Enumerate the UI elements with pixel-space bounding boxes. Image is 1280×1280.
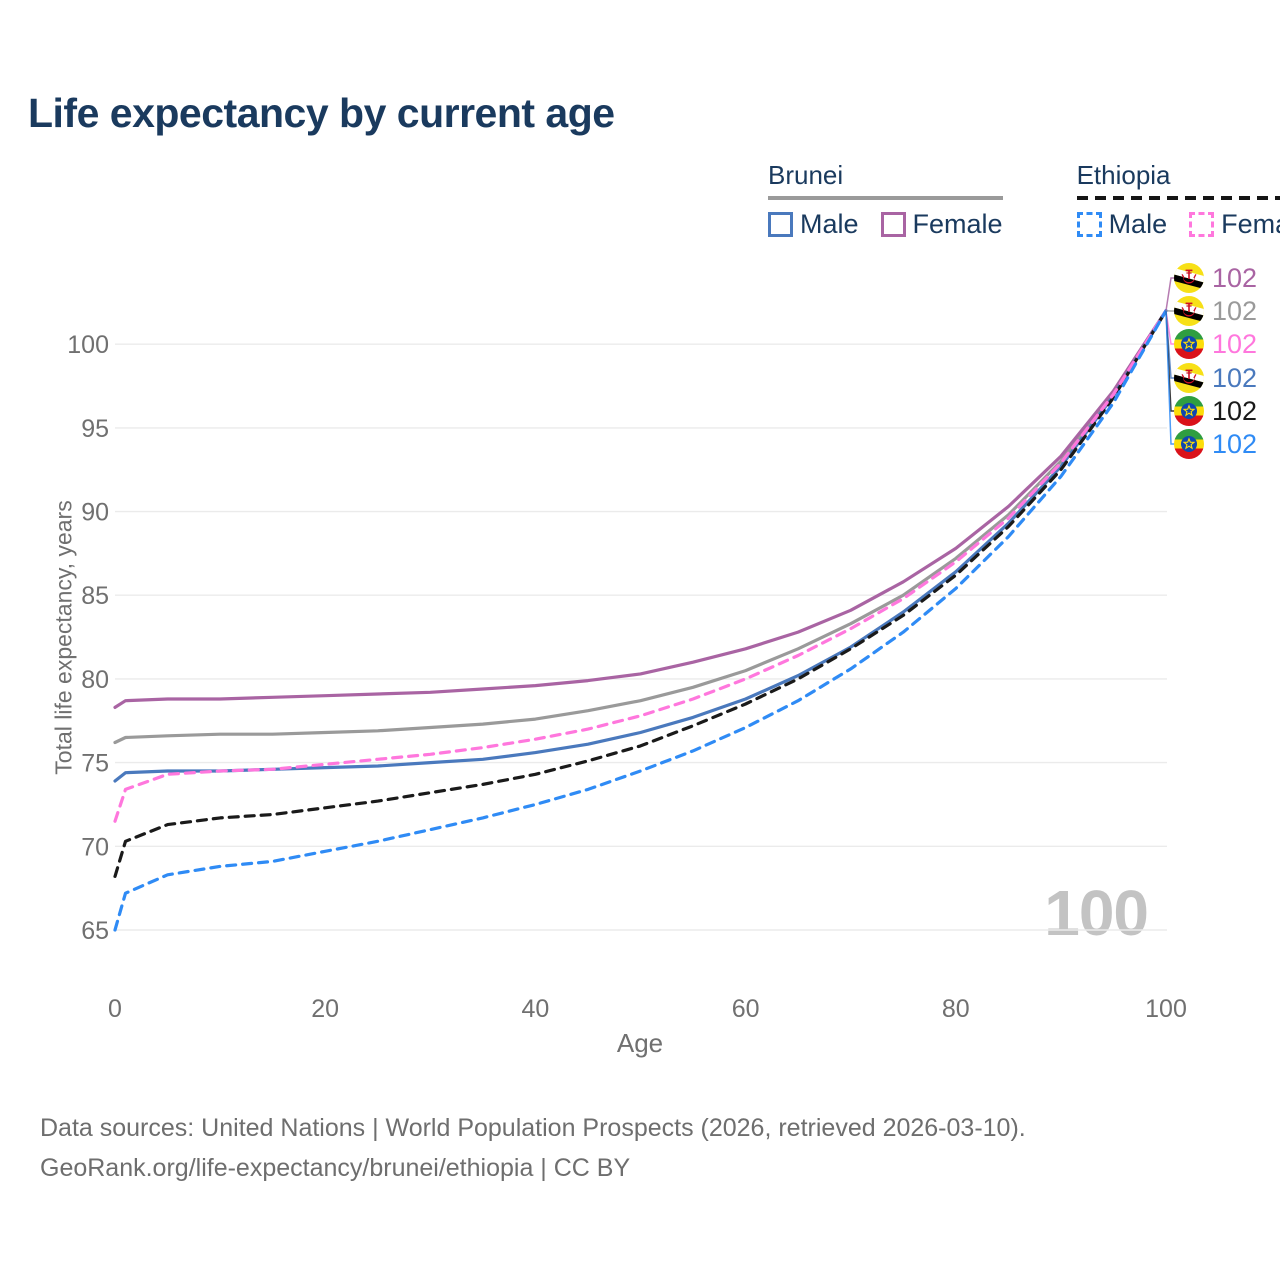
y-tick-label-70: 70 [81,833,109,861]
brunei-flag-icon [1174,296,1204,326]
y-tick-label-90: 90 [81,499,109,527]
ethiopia-female-swatch-icon [1189,212,1215,237]
end-label-ethiopia-male: 102 [1174,429,1257,459]
ethiopia-line-swatch [1076,196,1280,200]
brunei-male-swatch-icon [768,212,793,237]
legend-item-label: Male [800,209,859,239]
source-url-line: GeoRank.org/life-expectancy/brunei/ethio… [40,1154,631,1182]
legend-item-brunei-male[interactable]: Male [768,209,859,240]
x-axis-title: Age [616,1028,664,1058]
y-axis-title: Total life expectancy, years [50,500,77,775]
y-tick-label-80: 80 [81,666,109,694]
x-tick-label-100: 100 [1145,995,1187,1023]
series-line-brunei-male[interactable] [113,309,1168,783]
chart-legend: Brunei Male Female Ethiopia Male [768,160,1280,240]
legend-item-label: Female [1221,209,1280,239]
brunei-flag-icon [1174,363,1204,393]
end-value-ethiopia-male: 102 [1212,429,1258,459]
y-tick-label-75: 75 [81,750,109,778]
legend-item-label: Female [912,209,1003,239]
series-line-brunei-female[interactable] [113,309,1168,710]
end-label-brunei-both: 102 [1174,296,1257,326]
end-value-ethiopia-female: 102 [1212,329,1258,359]
end-value-brunei-female: 102 [1212,263,1258,293]
y-tick-label-95: 95 [81,415,109,443]
legend-group-brunei: Brunei Male Female [768,160,1003,240]
end-label-brunei-female: 102 [1174,263,1257,293]
series-line-ethiopia-male[interactable] [113,309,1168,932]
end-label-brunei-male: 102 [1174,363,1257,393]
brunei-female-swatch-icon [880,212,906,237]
legend-item-brunei-female[interactable]: Female [880,209,1003,240]
x-tick-label-0: 0 [108,995,122,1023]
end-value-brunei-both: 102 [1212,296,1258,326]
ethiopia-male-swatch-icon [1076,212,1102,237]
end-value-brunei-male: 102 [1212,363,1258,393]
legend-group-title-ethiopia[interactable]: Ethiopia [1076,160,1171,190]
y-tick-label-65: 65 [81,917,109,945]
legend-item-ethiopia-female[interactable]: Female [1189,209,1280,240]
series-line-brunei-both[interactable] [113,309,1168,745]
ethiopia-flag-icon [1174,396,1204,426]
ethiopia-flag-icon [1174,329,1204,359]
y-tick-label-100: 100 [67,331,109,359]
page-title: Life expectancy by current age [28,90,615,136]
legend-group-title-brunei[interactable]: Brunei [768,160,844,190]
legend-item-ethiopia-male[interactable]: Male [1076,209,1168,240]
brunei-line-swatch [768,196,1003,200]
x-tick-label-40: 40 [521,995,549,1023]
legend-item-label: Male [1108,209,1168,239]
x-tick-label-20: 20 [311,995,339,1023]
x-tick-label-80: 80 [942,995,970,1023]
legend-group-ethiopia: Ethiopia Male Female [1076,160,1280,240]
footer-attribution: Data sources: United Nations | World Pop… [40,1108,1026,1188]
brunei-flag-icon [1174,263,1204,293]
y-tick-label-85: 85 [81,582,109,610]
end-value-ethiopia-both: 102 [1212,396,1258,426]
series-line-ethiopia-female[interactable] [113,309,1168,823]
x-tick-label-60: 60 [732,995,760,1023]
data-sources-line: Data sources: United Nations | World Pop… [40,1114,1026,1142]
ethiopia-flag-icon [1174,429,1204,459]
age-counter-watermark: 100 [1044,877,1149,949]
series-line-ethiopia-both[interactable] [113,309,1168,879]
end-label-ethiopia-both: 102 [1174,396,1257,426]
end-label-ethiopia-female: 102 [1174,329,1257,359]
